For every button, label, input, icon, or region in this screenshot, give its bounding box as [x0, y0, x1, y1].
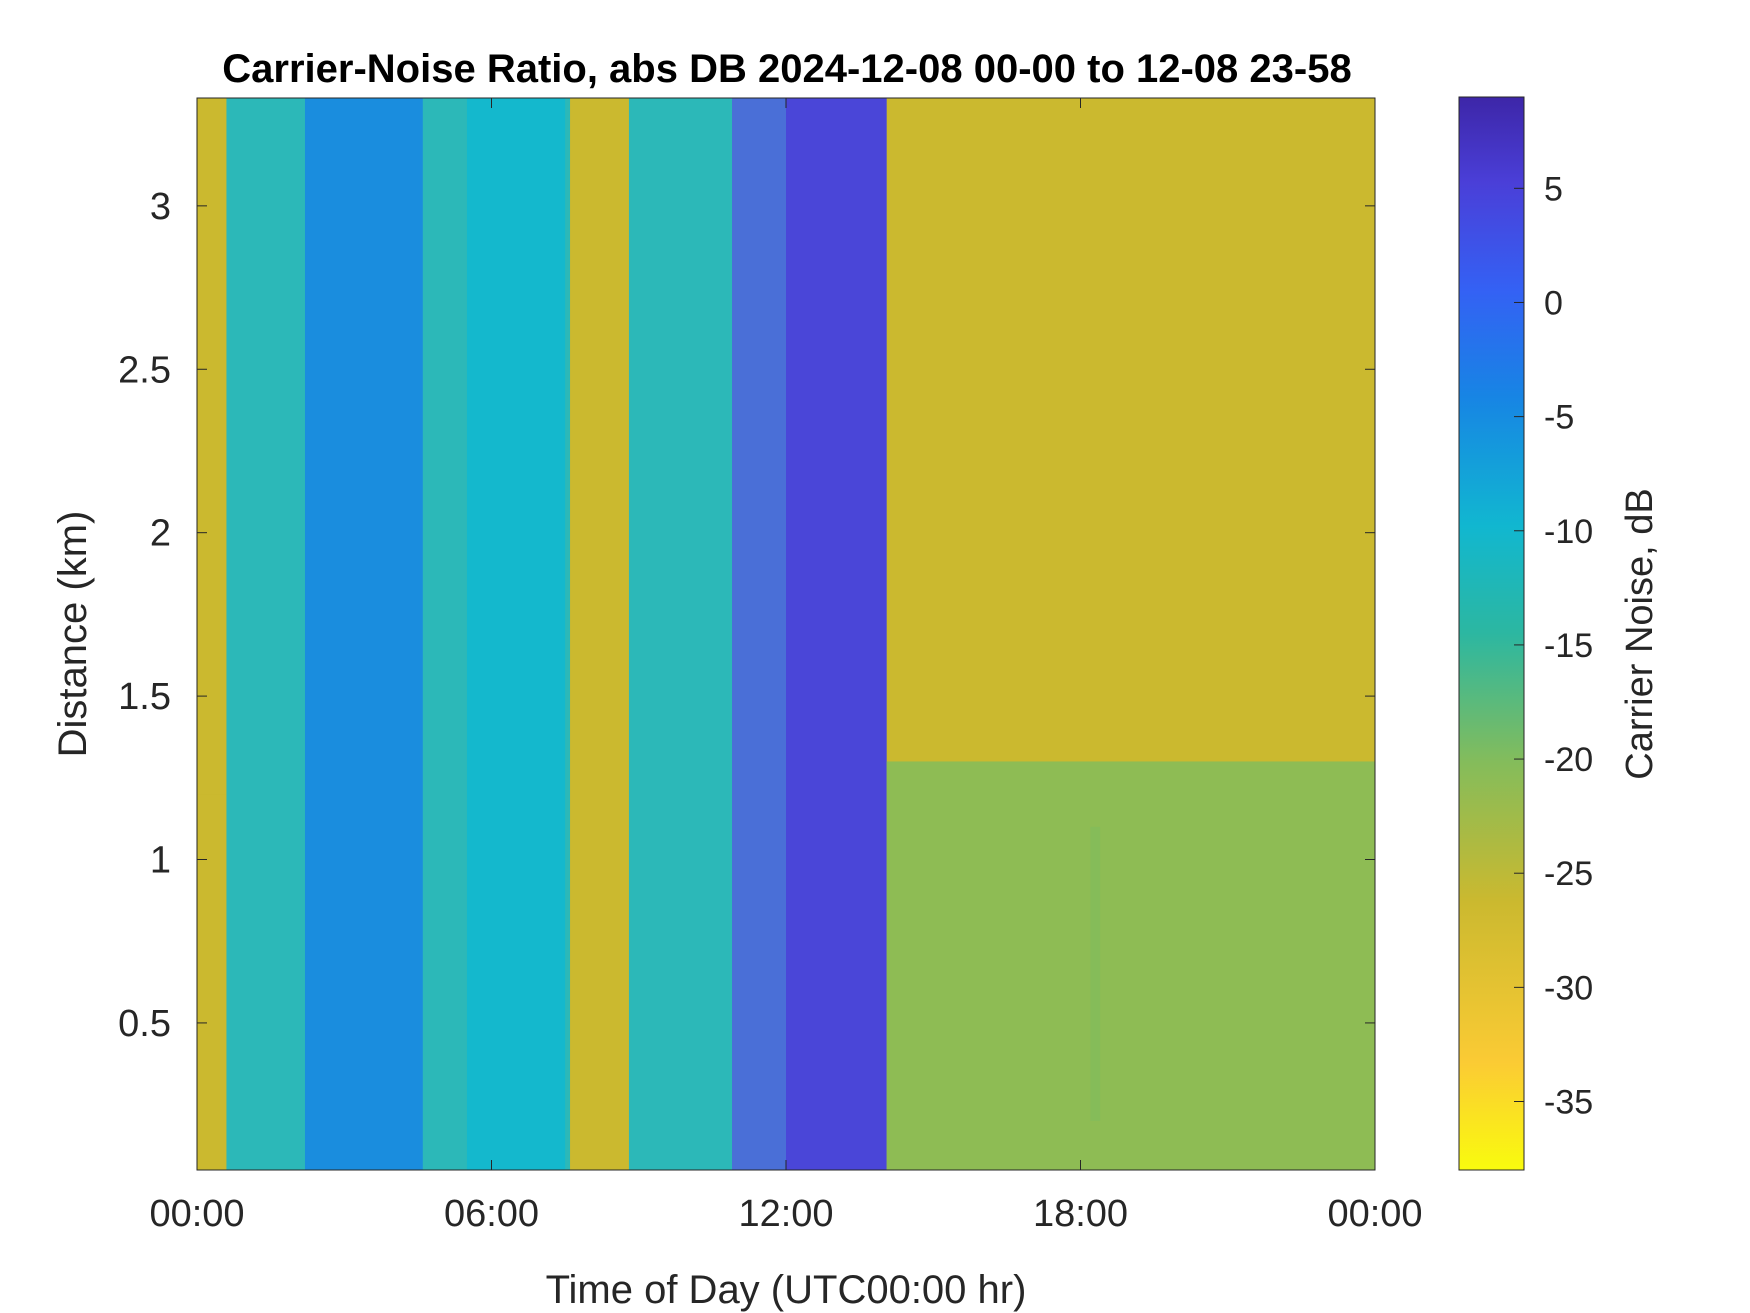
y-axis-label: Distance (km)	[51, 511, 95, 758]
x-axis: 00:00 06:00 12:00 18:00 00:00	[149, 98, 1423, 1235]
x-tick-label: 00:00	[149, 1193, 244, 1235]
colorbar-label: Carrier Noise, dB	[1619, 488, 1661, 779]
colorbar-tick-label: -15	[1544, 627, 1593, 665]
colorbar-tick-label: -5	[1544, 399, 1574, 437]
colorbar-tick-label: -30	[1544, 969, 1593, 1007]
y-axis: 0.5 1 1.5 2 2.5 3	[118, 186, 1375, 1045]
colorbar-tick-label: -10	[1544, 513, 1593, 551]
heatmap-plot-area	[197, 98, 1375, 1170]
y-tick-label: 1.5	[118, 676, 171, 718]
colorbar-tick-label: -35	[1544, 1084, 1593, 1122]
colorbar-tick-label: 0	[1544, 284, 1563, 322]
colorbar-tick-label: 5	[1544, 170, 1563, 208]
x-axis-label: Time of Day (UTC00:00 hr)	[546, 1268, 1027, 1312]
colorbar	[1458, 96, 1525, 1171]
heatmap-feature-4	[628, 98, 733, 1170]
heatmap-feature-3	[466, 98, 571, 1170]
colorbar-axis: 5 0 -5 -10 -15 -20 -25 -30 -35	[1514, 170, 1593, 1122]
x-tick-label: 18:00	[1033, 1193, 1128, 1235]
colorbar-tick-label: -25	[1544, 855, 1593, 893]
colorbar-tick-label: -20	[1544, 741, 1593, 779]
heatmap-feature-2	[304, 98, 423, 1170]
chart-title: Carrier-Noise Ratio, abs DB 2024-12-08 0…	[222, 47, 1351, 91]
y-tick-label: 2	[150, 513, 171, 555]
heatmap-feature-6	[786, 98, 887, 1170]
x-tick-label: 06:00	[444, 1193, 539, 1235]
heatmap-feature-8	[1090, 826, 1101, 1121]
y-tick-label: 1	[150, 840, 171, 882]
x-tick-label: 00:00	[1327, 1193, 1422, 1235]
y-tick-label: 3	[150, 186, 171, 228]
x-tick-label: 12:00	[738, 1193, 833, 1235]
heatmap-feature-7	[886, 761, 1375, 1170]
y-tick-label: 0.5	[118, 1003, 171, 1045]
y-tick-label: 2.5	[118, 349, 171, 391]
